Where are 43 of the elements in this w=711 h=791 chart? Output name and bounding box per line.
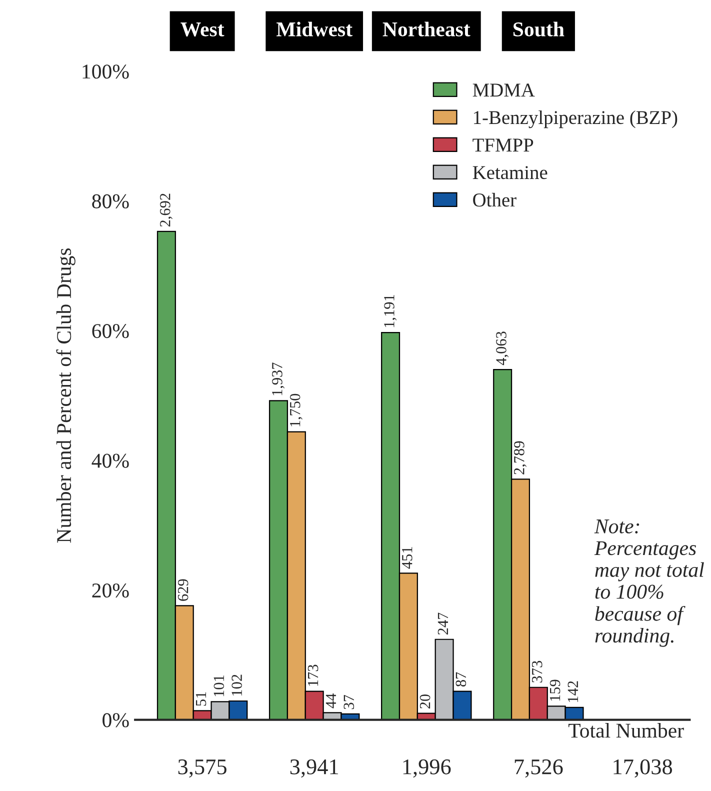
annotation: 142 xyxy=(568,681,578,702)
text: Total Number xyxy=(568,723,684,738)
annotation: 1,750 xyxy=(290,394,302,426)
y-tick-label: 0% xyxy=(102,713,129,728)
annotation: 629 xyxy=(178,579,188,601)
annotation: 102 xyxy=(232,674,242,696)
x-tick-label: West xyxy=(180,22,224,37)
x-tick-label: Northeast xyxy=(382,22,470,36)
text: 17,038 xyxy=(614,759,672,778)
annotation: 159 xyxy=(550,680,560,701)
text: 3,575 xyxy=(178,759,226,778)
x-tick-label: Midwest xyxy=(276,22,352,36)
annotation: 44 xyxy=(326,693,336,708)
annotation: 1,191 xyxy=(384,294,397,328)
legend-label: TFMPP xyxy=(472,138,534,152)
annotation: 20 xyxy=(420,694,430,708)
annotation: 247 xyxy=(438,612,448,635)
text: 1,996 xyxy=(403,759,451,778)
annotation: 2,789 xyxy=(514,441,527,474)
legend-label: Other xyxy=(473,192,516,207)
legend-label: Ketamine xyxy=(472,166,548,180)
legend-label: 1-Benzylpiperazine (BZP) xyxy=(474,110,678,128)
annotation: 373 xyxy=(532,660,542,682)
annotation: 101 xyxy=(214,675,224,696)
annotation: 1,937 xyxy=(272,362,285,396)
annotation: 173 xyxy=(308,664,318,686)
legend-label: MDMA xyxy=(472,84,535,97)
text: 7,526 xyxy=(514,759,563,778)
annotation: 4,063 xyxy=(496,332,509,366)
annotation: 37 xyxy=(344,694,354,710)
x-tick-label: South xyxy=(513,22,564,36)
y-tick-label: 60% xyxy=(92,324,129,338)
annotation: 451 xyxy=(402,547,412,569)
annotation: 87 xyxy=(456,672,466,687)
annotation: Note: Percentages may not total to 100% because of rounding. xyxy=(594,520,704,647)
annotation: 51 xyxy=(196,692,206,706)
y-tick-label: 80% xyxy=(92,194,129,208)
text: 3,941 xyxy=(290,759,338,778)
y-axis-title: Number and Percent of Club Drugs xyxy=(56,248,76,543)
annotation: 2,692 xyxy=(160,194,172,227)
y-tick-label: 20% xyxy=(92,583,129,598)
y-tick-label: 40% xyxy=(92,454,129,468)
y-tick-label: 100% xyxy=(82,64,129,79)
